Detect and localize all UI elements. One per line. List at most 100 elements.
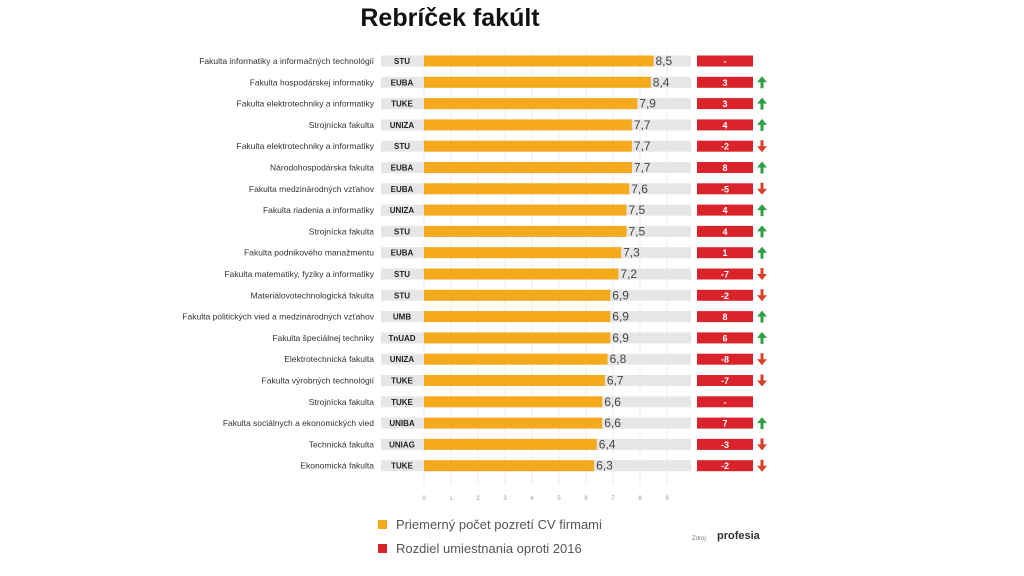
rank-change-label: 4 bbox=[722, 206, 727, 216]
value-label: 6,6 bbox=[604, 416, 621, 430]
legend-item-rank: Rozdiel umiestnania oproti 2016 bbox=[378, 541, 582, 556]
rank-change-box bbox=[697, 353, 753, 365]
university-label: STU bbox=[394, 57, 410, 66]
value-label: 7,2 bbox=[620, 267, 637, 281]
rank-change-label: 1 bbox=[722, 248, 727, 258]
university-label: EUBA bbox=[391, 249, 414, 258]
rank-change-box bbox=[697, 438, 753, 450]
profesia-logo: profesia bbox=[717, 530, 760, 542]
faculty-label: Fakulta medzinárodných vzťahov bbox=[249, 184, 375, 194]
rank-change-label: 3 bbox=[722, 99, 727, 109]
university-label: UNIZA bbox=[390, 121, 415, 130]
university-label: STU bbox=[394, 270, 410, 279]
rank-change-box bbox=[697, 268, 753, 280]
bar bbox=[424, 460, 595, 472]
arrow-down-icon bbox=[757, 374, 767, 387]
rank-change-box bbox=[697, 225, 753, 237]
value-label: 6,9 bbox=[612, 331, 629, 345]
source-label: Zdroj: bbox=[692, 536, 708, 542]
rank-change-box bbox=[697, 460, 753, 472]
rank-change-box bbox=[697, 247, 753, 259]
faculty-label: Fakulta matematiky, fyziky a informatiky bbox=[224, 269, 374, 279]
legend-label-rank: Rozdiel umiestnania oproti 2016 bbox=[396, 541, 582, 556]
bar bbox=[424, 98, 638, 110]
bar bbox=[424, 332, 611, 344]
rank-change-label: 4 bbox=[722, 120, 727, 130]
bar bbox=[424, 76, 651, 88]
university-label: STU bbox=[394, 291, 410, 300]
university-label: EUBA bbox=[391, 78, 414, 87]
arrow-up-icon bbox=[757, 204, 767, 217]
rank-change-label: 3 bbox=[722, 78, 727, 88]
faculty-label: Fakulta špeciálnej techniky bbox=[272, 333, 374, 343]
arrow-down-icon bbox=[757, 353, 767, 366]
bar bbox=[424, 311, 611, 323]
rank-change-label: -2 bbox=[721, 291, 729, 301]
university-label: EUBA bbox=[391, 164, 414, 173]
value-label: 6,4 bbox=[599, 437, 616, 451]
arrow-up-icon bbox=[757, 246, 767, 259]
value-label: 7,5 bbox=[629, 224, 646, 238]
rank-change-box bbox=[697, 311, 753, 323]
value-label: 6,9 bbox=[612, 288, 629, 302]
rank-change-box bbox=[697, 417, 753, 429]
bar bbox=[424, 55, 654, 67]
rank-change-box bbox=[697, 183, 753, 195]
bar bbox=[424, 375, 605, 386]
bar bbox=[424, 183, 630, 195]
arrow-down-icon bbox=[757, 438, 767, 451]
faculty-label: Elektrotechnická fakulta bbox=[284, 354, 374, 364]
rank-change-label: -7 bbox=[721, 270, 729, 280]
university-label: STU bbox=[394, 227, 410, 236]
arrow-up-icon bbox=[757, 161, 767, 174]
rank-change-label: -2 bbox=[721, 461, 729, 471]
bar bbox=[424, 289, 611, 301]
value-label: 6,6 bbox=[604, 395, 621, 409]
bar-chart: 0 1 2 3 4 5 6 7 8 9 Fakulta informatiky a informač… bbox=[182, 50, 767, 502]
arrow-down-icon bbox=[757, 182, 767, 195]
rank-change-label: -7 bbox=[721, 376, 729, 386]
value-label: 7,7 bbox=[634, 161, 651, 175]
value-label: 7,9 bbox=[639, 97, 656, 111]
value-label: 6,8 bbox=[610, 352, 627, 366]
university-label: UNIZA bbox=[390, 206, 415, 215]
bar bbox=[424, 396, 603, 408]
arrow-up-icon bbox=[757, 118, 767, 131]
rank-change-box bbox=[697, 55, 753, 67]
rank-change-box bbox=[697, 162, 753, 173]
faculty-label: Materiálovotechnologická fakulta bbox=[251, 290, 375, 300]
x-tick-label: 7 bbox=[611, 496, 615, 502]
university-label: TUKE bbox=[391, 462, 413, 471]
faculty-label: Strojnícka fakulta bbox=[309, 226, 374, 236]
value-label: 7,6 bbox=[631, 182, 648, 196]
faculty-label: Fakulta hospodárskej informatiky bbox=[250, 77, 375, 87]
faculty-label: Fakulta podnikového manažmentu bbox=[244, 248, 374, 258]
bar bbox=[424, 268, 619, 280]
x-tick-label: 6 bbox=[584, 496, 588, 502]
rank-change-label: -8 bbox=[721, 355, 729, 365]
x-tick-label: 3 bbox=[503, 496, 507, 502]
university-label: UNIZA bbox=[390, 355, 415, 364]
rank-change-label: 8 bbox=[722, 312, 727, 322]
faculty-label: Fakulta elektrotechniky a informatiky bbox=[237, 141, 375, 151]
university-label: TUKE bbox=[391, 377, 413, 386]
arrow-up-icon bbox=[757, 331, 767, 344]
rank-change-label: - bbox=[724, 57, 727, 67]
bar bbox=[424, 119, 632, 131]
rank-change-label: -3 bbox=[721, 440, 729, 450]
faculty-label: Fakulta elektrotechniky a informatiky bbox=[237, 99, 375, 109]
legend-label-views: Priemerný počet pozretí CV firmami bbox=[396, 517, 602, 532]
bar bbox=[424, 438, 597, 450]
faculty-label: Technická fakulta bbox=[309, 439, 374, 449]
x-tick-label: 0 bbox=[422, 496, 426, 502]
arrow-up-icon bbox=[757, 97, 767, 110]
rank-change-box bbox=[697, 140, 753, 152]
x-tick-label: 2 bbox=[476, 496, 480, 502]
x-tick-label: 4 bbox=[530, 496, 534, 502]
rank-change-label: -2 bbox=[721, 142, 729, 152]
arrow-up-icon bbox=[757, 225, 767, 238]
x-tick-label: 8 bbox=[638, 496, 642, 502]
bar bbox=[424, 204, 627, 216]
chart-title: Rebríček fakúlt bbox=[360, 4, 540, 32]
bar bbox=[424, 225, 627, 237]
